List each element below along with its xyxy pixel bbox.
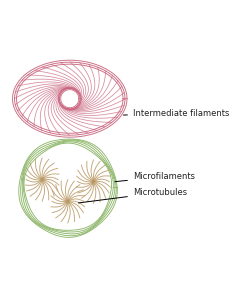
Text: Microtubules: Microtubules bbox=[78, 188, 187, 203]
Text: Intermediate filaments: Intermediate filaments bbox=[123, 109, 229, 118]
Text: Microfilaments: Microfilaments bbox=[115, 172, 195, 182]
